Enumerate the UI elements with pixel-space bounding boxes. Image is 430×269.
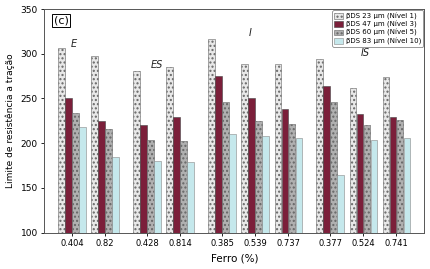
Bar <box>105 129 112 233</box>
Legend: βDS 23 μm (Nível 1), βDS 47 μm (Nível 3), βDS 60 μm (Nível 5), βDS 83 μm (Nível : βDS 23 μm (Nível 1), βDS 47 μm (Nível 3)… <box>332 10 423 47</box>
Bar <box>249 98 255 233</box>
Y-axis label: Limite de resistência a tração: Limite de resistência a tração <box>6 54 15 188</box>
Text: ES: ES <box>151 60 163 70</box>
Bar <box>181 141 187 233</box>
Bar <box>331 102 337 233</box>
Bar <box>289 123 295 233</box>
Bar <box>390 117 396 233</box>
Bar <box>316 59 323 233</box>
Bar <box>154 161 161 233</box>
Bar <box>282 109 288 233</box>
Bar <box>338 175 344 233</box>
Text: I: I <box>249 28 252 38</box>
Bar <box>133 71 140 233</box>
Bar <box>255 121 262 233</box>
Bar <box>147 140 154 233</box>
Bar <box>274 63 281 233</box>
Bar <box>222 102 229 233</box>
Bar <box>356 114 363 233</box>
Bar <box>112 157 119 233</box>
Bar <box>98 121 105 233</box>
Bar <box>363 125 370 233</box>
Bar <box>350 88 356 233</box>
Text: E: E <box>71 39 77 49</box>
Bar <box>72 113 79 233</box>
Bar <box>371 140 377 233</box>
Bar <box>79 127 86 233</box>
Bar <box>262 136 269 233</box>
Text: (c): (c) <box>54 16 68 26</box>
Bar <box>58 48 65 233</box>
Bar <box>323 86 330 233</box>
Bar <box>187 162 194 233</box>
Bar <box>140 125 147 233</box>
Bar <box>404 138 410 233</box>
X-axis label: Ferro (%): Ferro (%) <box>211 253 258 263</box>
Bar <box>229 134 236 233</box>
Bar <box>65 98 72 233</box>
Bar <box>215 76 222 233</box>
Bar <box>295 138 302 233</box>
Text: IS: IS <box>361 48 370 58</box>
Bar <box>91 56 98 233</box>
Bar <box>383 77 389 233</box>
Bar <box>173 117 180 233</box>
Bar <box>396 120 403 233</box>
Bar <box>166 67 173 233</box>
Bar <box>242 63 248 233</box>
Bar <box>209 38 215 233</box>
